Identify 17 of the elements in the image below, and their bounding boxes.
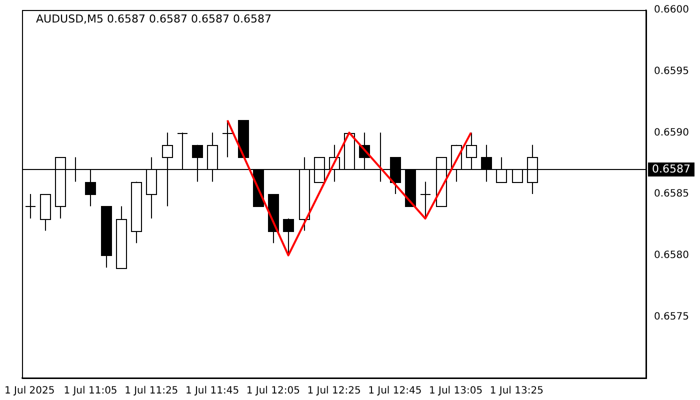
- y-tick-label: 0.6580: [654, 250, 689, 261]
- y-tick-label: 0.6600: [654, 4, 689, 16]
- x-tick-label: 1 Jul 12:45: [368, 386, 422, 397]
- x-tick-label: 1 Jul 12:25: [307, 386, 361, 397]
- x-tick-label: 1 Jul 11:25: [124, 386, 178, 397]
- x-tick-label: 1 Jul 12:05: [246, 386, 300, 397]
- x-tick-label: 1 Jul 13:05: [428, 386, 483, 397]
- x-tick-label: 1 Jul 2025: [4, 386, 55, 397]
- y-tick-label: 0.6590: [654, 127, 689, 138]
- y-tick-label: 0.6575: [654, 311, 689, 322]
- x-tick-label: 1 Jul 13:25: [490, 386, 544, 397]
- y-tick-label: 0.6585: [654, 188, 689, 200]
- x-tick-label: 1 Jul 11:45: [185, 386, 240, 397]
- ref-line-label: 0.6587: [652, 162, 690, 176]
- chart-title: AUDUSD,M5 0.6587 0.6587 0.6587 0.6587: [36, 12, 272, 26]
- x-tick-label: 1 Jul 11:05: [64, 386, 118, 397]
- y-tick-label: 0.6595: [654, 66, 689, 77]
